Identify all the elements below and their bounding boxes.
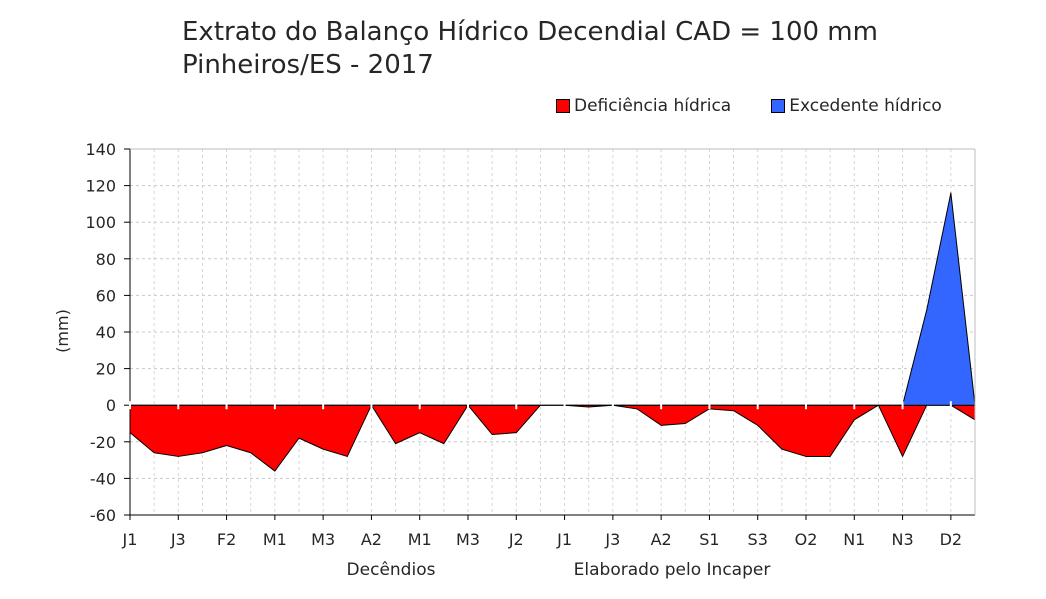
x-tick-label: J2	[508, 530, 524, 549]
legend-item-excess: Excedente hídrico	[771, 96, 942, 116]
chart-title-line2: Pinheiros/ES - 2017	[182, 50, 434, 80]
y-tick-label: 140	[85, 140, 116, 159]
x-tick-label: O2	[795, 530, 818, 549]
y-tick-label: -60	[90, 506, 116, 525]
x-tick-label: M1	[263, 530, 287, 549]
legend-swatch-deficit	[556, 99, 570, 113]
x-tick-label: M1	[408, 530, 432, 549]
credit-text: Elaborado pelo Incaper	[574, 560, 771, 580]
series-area-excess	[129, 192, 976, 406]
x-tick-label: J3	[170, 530, 186, 549]
x-tick-label: J1	[556, 530, 572, 549]
y-tick-label: 100	[85, 213, 116, 232]
chart-title: Extrato do Balanço Hídrico Decendial CAD…	[182, 16, 878, 82]
x-tick-label: A2	[651, 530, 672, 549]
x-axis-label: Decêndios	[347, 560, 436, 580]
y-tick-label: 20	[96, 360, 116, 379]
x-tick-label: M3	[311, 530, 335, 549]
y-tick-label: -40	[90, 469, 116, 488]
y-tick-label: -20	[90, 433, 116, 452]
chart-legend: Deficiência hídrica Excedente hídrico	[556, 96, 982, 116]
y-tick-label: 120	[85, 177, 116, 196]
series-area-deficit	[129, 404, 976, 472]
legend-swatch-excess	[771, 99, 786, 113]
x-tick-label: N3	[891, 530, 913, 549]
y-tick-label: 40	[96, 323, 116, 342]
y-tick-label: 80	[96, 250, 116, 269]
x-tick-label: S1	[699, 530, 719, 549]
legend-label-deficit: Deficiência hídrica	[574, 96, 732, 116]
chart-axes	[124, 148, 976, 520]
x-tick-label: J1	[122, 530, 138, 549]
x-tick-label: J3	[604, 530, 620, 549]
legend-item-deficit: Deficiência hídrica	[556, 96, 731, 116]
legend-label-excess: Excedente hídrico	[789, 96, 942, 116]
chart-title-line1: Extrato do Balanço Hídrico Decendial CAD…	[182, 17, 878, 47]
x-tick-label: D2	[940, 530, 963, 549]
chart-labels: -60 -40 -20 0 20 40 60 80 100 120 140 J1 J3 F2 M1 M3 A2 M…	[85, 140, 962, 549]
y-axis-label: (mm)	[53, 309, 72, 353]
y-tick-label: 0	[106, 396, 116, 415]
chart-grid	[129, 148, 976, 516]
x-tick-label: F2	[217, 530, 236, 549]
x-tick-label: N1	[843, 530, 865, 549]
x-tick-label: A2	[361, 530, 382, 549]
x-tick-label: M3	[456, 530, 480, 549]
y-tick-label: 60	[96, 286, 116, 305]
x-tick-label: S3	[748, 530, 768, 549]
